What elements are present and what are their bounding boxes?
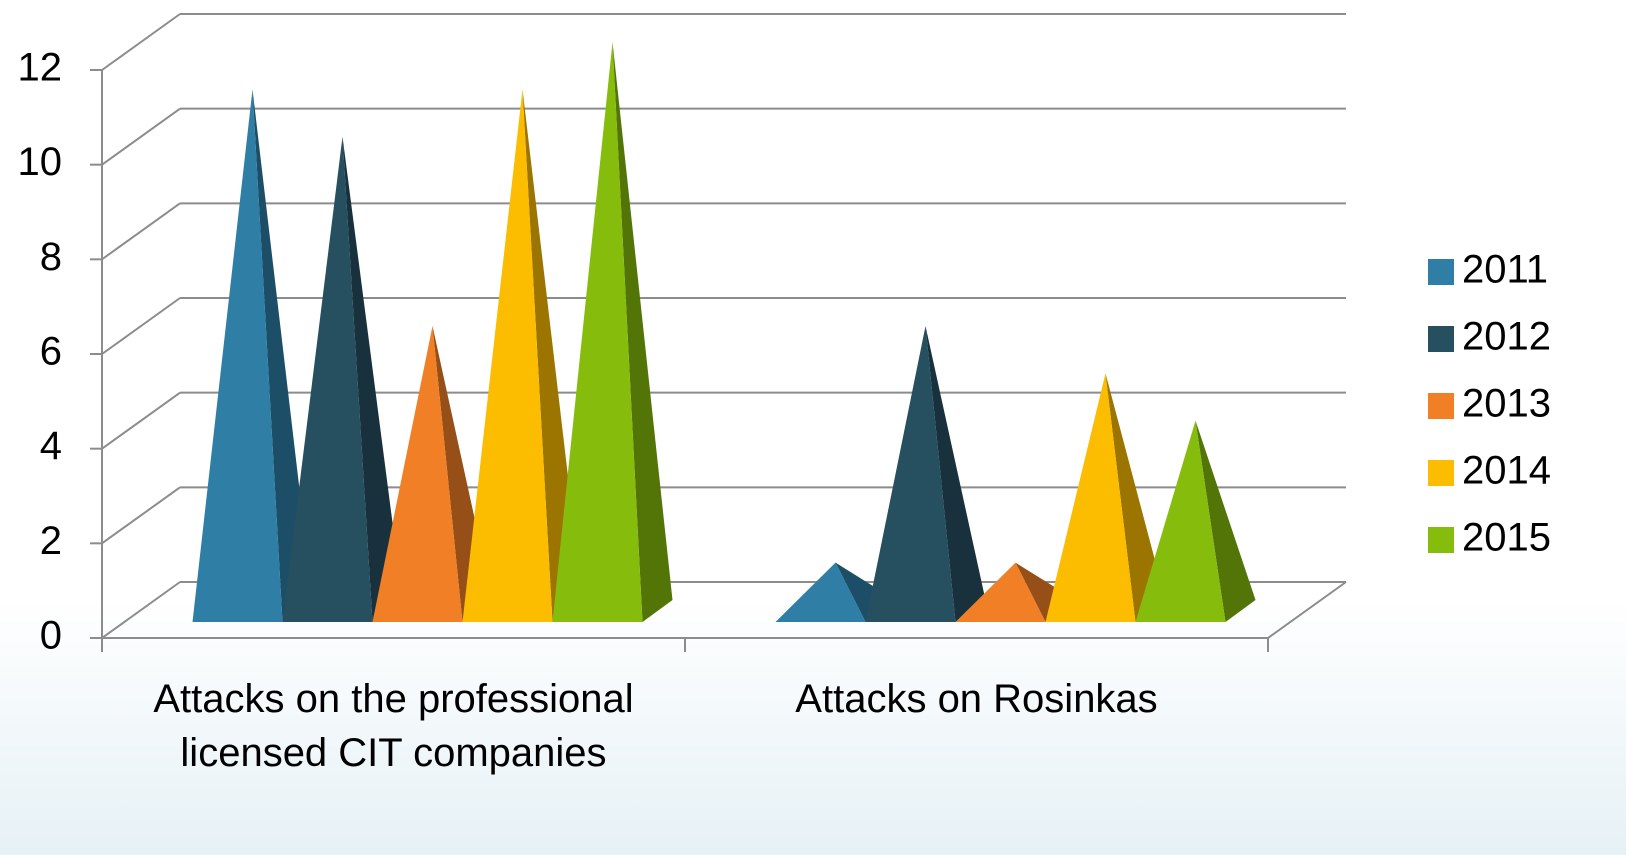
- pyramid: [1045, 373, 1166, 622]
- pyramid-front: [775, 562, 866, 622]
- y-tick-label: 6: [40, 330, 62, 374]
- side-grid-line: [101, 107, 181, 166]
- legend-swatch: [1428, 527, 1454, 553]
- pyramid-side: [1195, 420, 1256, 622]
- pyramid-side: [925, 326, 986, 622]
- pyramid-front: [192, 89, 283, 623]
- y-tick-label: 12: [18, 46, 63, 90]
- legend-swatch: [1428, 393, 1454, 419]
- pyramid-side: [252, 89, 313, 623]
- legend-label: 2014: [1462, 449, 1551, 493]
- pyramid-side: [612, 42, 673, 622]
- pyramid: [865, 326, 986, 622]
- legend-label: 2012: [1462, 315, 1551, 359]
- legend-label: 2011: [1462, 248, 1548, 292]
- pyramid-front: [865, 326, 956, 622]
- pyramid: [552, 42, 673, 622]
- side-grid-line: [101, 297, 181, 355]
- legend-swatch: [1428, 259, 1454, 285]
- pyramid-front: [1135, 420, 1226, 622]
- legend-swatch: [1428, 460, 1454, 486]
- pyramid-front: [955, 562, 1046, 622]
- side-grid-line: [101, 486, 181, 545]
- y-tick-label: 10: [18, 140, 63, 184]
- pyramid: [192, 89, 313, 623]
- pyramid: [282, 136, 403, 622]
- x-tick-label: Attacks on the professional licensed CIT…: [153, 677, 634, 775]
- side-grid-line: [101, 202, 181, 261]
- pyramid-front: [282, 136, 373, 622]
- pyramid-side: [1105, 373, 1166, 622]
- side-grid-line: [101, 581, 181, 639]
- pyramid-front: [1045, 373, 1136, 622]
- pyramid-front: [372, 326, 463, 622]
- pyramid: [1135, 420, 1256, 622]
- y-tick-label: 0: [40, 614, 62, 658]
- pyramid-front: [552, 42, 643, 622]
- y-tick-label: 2: [40, 519, 62, 563]
- legend-label: 2015: [1462, 516, 1551, 560]
- pyramid-front: [462, 89, 553, 623]
- legend-label: 2013: [1462, 382, 1551, 426]
- y-tick-label: 8: [40, 235, 62, 279]
- side-grid-line: [101, 13, 181, 71]
- x-tick-label: Attacks on Rosinkas: [795, 677, 1158, 721]
- pyramid-side: [342, 136, 403, 622]
- y-tick-label: 4: [40, 424, 62, 468]
- side-grid-line: [101, 391, 181, 450]
- legend-swatch: [1428, 326, 1454, 352]
